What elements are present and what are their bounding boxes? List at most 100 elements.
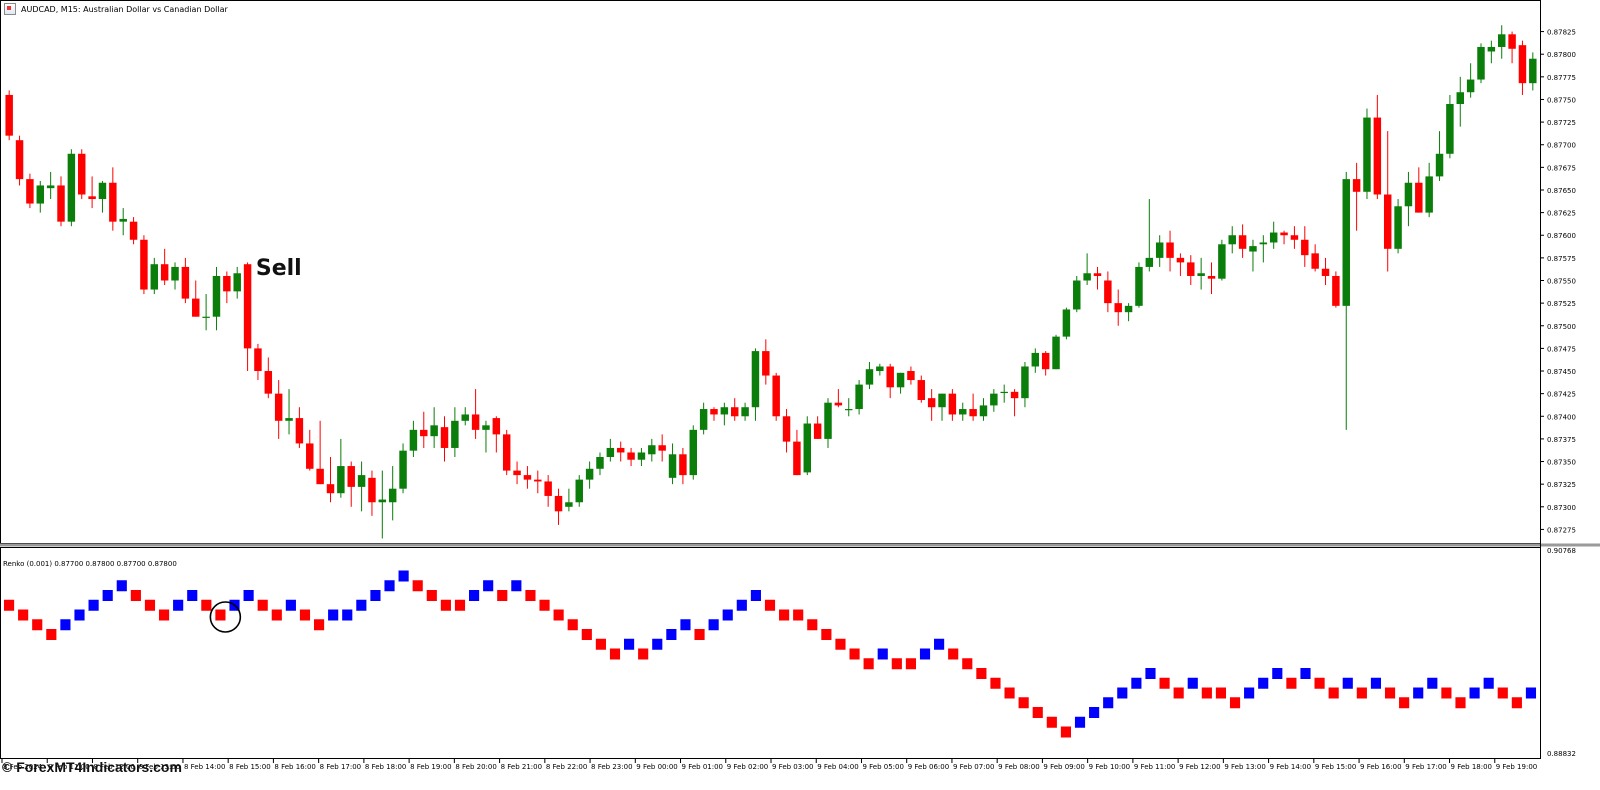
candle-body bbox=[710, 409, 718, 415]
renko-brick-down bbox=[525, 590, 536, 601]
renko-brick-up bbox=[722, 609, 733, 621]
price-tick-label: 0.87800 bbox=[1547, 51, 1576, 59]
candle-body bbox=[26, 179, 34, 204]
chart-title-bar: AUDCAD, M15: Australian Dollar vs Canadi… bbox=[4, 2, 228, 16]
renko-brick-down bbox=[764, 599, 776, 611]
bull-candle bbox=[1135, 262, 1143, 308]
bull-candle bbox=[285, 389, 293, 435]
renko-brick-down bbox=[567, 619, 578, 631]
price-tick-label: 0.87475 bbox=[1547, 345, 1576, 353]
candle-body bbox=[1394, 206, 1402, 249]
bear-candle bbox=[513, 461, 521, 485]
sell-annotation: Sell bbox=[256, 256, 302, 281]
renko-brick-down bbox=[32, 619, 43, 631]
renko-brick-up bbox=[736, 599, 747, 611]
bull-candle bbox=[482, 420, 490, 453]
bull-candle bbox=[1269, 221, 1278, 249]
renko-tick-label: 0.90768 bbox=[1547, 547, 1576, 555]
bear-candle bbox=[886, 363, 894, 399]
candle-body bbox=[938, 393, 946, 408]
renko-brick-up bbox=[1427, 677, 1438, 689]
renko-brick-down bbox=[426, 590, 437, 601]
bear-candle bbox=[762, 339, 770, 385]
time-tick-label: 8 Feb 13:00 bbox=[139, 763, 180, 771]
bull-candle bbox=[357, 461, 366, 512]
bull-candle bbox=[1000, 384, 1008, 403]
candle-body bbox=[420, 429, 428, 437]
candle-body bbox=[451, 420, 459, 448]
time-tick-label: 9 Feb 11:00 bbox=[1134, 763, 1175, 771]
price-tick-label: 0.87675 bbox=[1547, 164, 1576, 172]
bull-candle bbox=[565, 488, 573, 512]
candle-body bbox=[730, 407, 739, 417]
time-tick-label: 9 Feb 18:00 bbox=[1451, 763, 1492, 771]
price-tick-label: 0.87275 bbox=[1547, 526, 1576, 534]
bull-candle bbox=[1425, 162, 1433, 218]
bear-candle bbox=[1321, 257, 1330, 286]
candle-body bbox=[36, 185, 45, 204]
renko-brick-down bbox=[313, 619, 325, 631]
renko-brick-up bbox=[1483, 677, 1494, 689]
bull-candle bbox=[959, 402, 967, 421]
bear-candle bbox=[1383, 131, 1392, 272]
candle-body bbox=[1114, 303, 1122, 313]
renko-brick-down bbox=[990, 677, 1001, 689]
renko-brick-up bbox=[919, 648, 931, 660]
candle-body bbox=[741, 407, 749, 417]
candle-body bbox=[1518, 45, 1527, 84]
time-tick-label: 9 Feb 06:00 bbox=[908, 763, 949, 771]
bull-candle bbox=[803, 416, 812, 476]
price-tick-label: 0.87325 bbox=[1547, 481, 1576, 489]
candle-body bbox=[1083, 273, 1091, 281]
candle-body bbox=[855, 384, 863, 410]
candle-body bbox=[969, 409, 977, 417]
bear-candle bbox=[109, 167, 117, 231]
time-tick-label: 9 Feb 13:00 bbox=[1224, 763, 1265, 771]
bull-candle bbox=[1052, 334, 1060, 370]
candle-body bbox=[596, 457, 604, 469]
renko-brick-up bbox=[1300, 668, 1311, 679]
indicator-title: Renko (0.001) 0.87700 0.87800 0.87700 0.… bbox=[3, 560, 177, 568]
bull-candle bbox=[606, 438, 615, 462]
renko-brick-up bbox=[1089, 707, 1100, 718]
time-tick-label: 8 Feb 16:00 bbox=[274, 763, 315, 771]
renko-brick-up bbox=[1525, 687, 1537, 699]
renko-brick-down bbox=[779, 609, 790, 621]
time-tick-label: 9 Feb 15:00 bbox=[1315, 763, 1356, 771]
bull-candle bbox=[337, 438, 345, 498]
bull-candle bbox=[67, 149, 76, 227]
candle-body bbox=[233, 273, 241, 292]
bear-candle bbox=[534, 470, 542, 494]
bear-candle bbox=[368, 470, 376, 516]
renko-brick-up bbox=[398, 570, 409, 582]
candle-body bbox=[1508, 34, 1516, 49]
candle-body bbox=[223, 275, 231, 292]
renko-brick-down bbox=[1328, 687, 1339, 699]
time-tick-label: 9 Feb 07:00 bbox=[953, 763, 994, 771]
time-tick-label: 9 Feb 12:00 bbox=[1179, 763, 1220, 771]
watermark: © ForexMT4Indicators.com bbox=[2, 759, 182, 775]
bear-candle bbox=[523, 466, 532, 489]
renko-brick-down bbox=[807, 619, 818, 631]
bear-candle bbox=[264, 357, 273, 399]
renko-brick-down bbox=[962, 658, 973, 670]
renko-brick-down bbox=[1201, 687, 1212, 699]
bull-candle bbox=[119, 208, 127, 236]
renko-brick-down bbox=[1046, 716, 1057, 728]
candle-body bbox=[648, 445, 656, 455]
renko-brick-down bbox=[271, 609, 282, 621]
renko-brick-up bbox=[708, 619, 719, 631]
bear-candle bbox=[78, 149, 86, 200]
candle-body bbox=[948, 393, 957, 415]
bull-candle bbox=[1249, 239, 1257, 272]
bull-candle bbox=[596, 452, 604, 476]
bear-candle bbox=[730, 398, 739, 421]
candle-body bbox=[1352, 179, 1361, 192]
candle-body bbox=[575, 479, 583, 503]
candle-body bbox=[337, 466, 345, 494]
candle-body bbox=[430, 425, 438, 437]
renko-brick-up bbox=[934, 638, 945, 650]
candle-body bbox=[585, 468, 594, 480]
bear-candle bbox=[26, 173, 34, 209]
